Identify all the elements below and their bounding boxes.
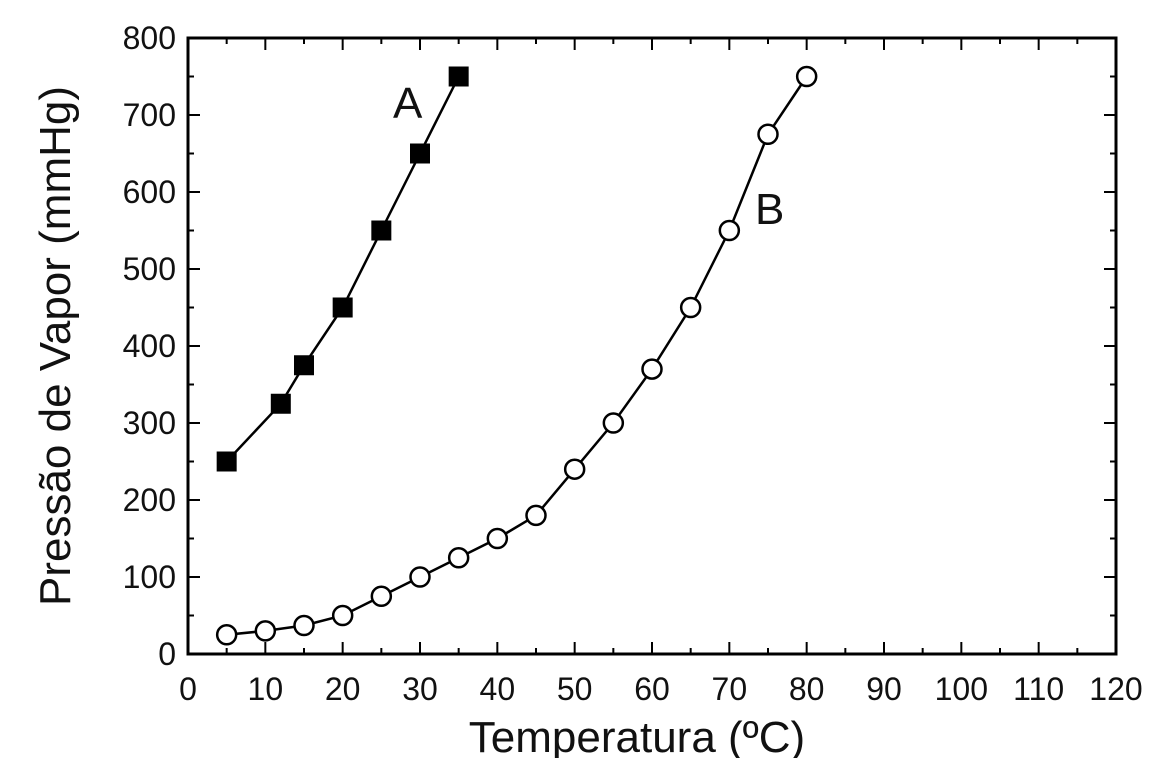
x-tick-label: 10 (248, 671, 284, 707)
x-tick-label: 80 (789, 671, 825, 707)
data-point-b (331, 604, 354, 627)
x-tick-label: 60 (634, 671, 670, 707)
series-label-a: A (393, 79, 423, 128)
y-tick-label: 800 (123, 20, 176, 56)
plot-frame (186, 36, 1118, 656)
y-tick-labels: 0 100 200 300 400 500 600 700 800 (123, 20, 176, 672)
data-point-a (294, 355, 314, 376)
data-point-b (641, 358, 663, 380)
data-point-b (254, 620, 277, 642)
data-point-b (563, 458, 586, 480)
y-axis-title: Pressão de Vapor (mmHg) (31, 86, 80, 606)
data-point-a (448, 66, 469, 87)
x-tick-label: 110 (1013, 671, 1064, 707)
y-tick-label: 700 (123, 97, 176, 133)
series-label-b: B (755, 185, 784, 234)
data-point-b (757, 123, 779, 145)
data-point-b (293, 614, 315, 637)
series-points (215, 65, 818, 646)
data-point-b (525, 504, 547, 527)
x-tick-label: 0 (179, 671, 197, 707)
data-point-a (371, 220, 392, 241)
x-tick-label: 90 (866, 671, 902, 707)
data-point-a (270, 393, 291, 414)
series-line-a (225, 75, 460, 463)
y-tick-label: 100 (123, 559, 176, 595)
x-axis-title: Temperatura (ºC) (469, 713, 805, 758)
data-point-b (718, 219, 741, 242)
data-point-b (215, 624, 238, 646)
y-tick-label: 200 (123, 482, 176, 518)
series-line-b (226, 75, 808, 637)
y-tick-label: 300 (123, 405, 176, 441)
data-point-b (447, 547, 470, 569)
y-tick-label: 400 (123, 328, 176, 364)
y-tick-label: 500 (123, 251, 176, 287)
x-tick-label: 120 (1089, 671, 1142, 707)
data-point-b (602, 412, 625, 434)
y-tick-label: 0 (158, 636, 176, 672)
x-tick-label: 30 (402, 671, 438, 707)
data-point-b (486, 527, 509, 550)
data-point-a (410, 143, 430, 164)
x-tick-label: 70 (712, 671, 748, 707)
x-tick-labels: 0 10 20 30 40 50 60 70 80 90 100 110 120 (179, 671, 1143, 707)
x-tick-label: 40 (480, 671, 516, 707)
data-point-b (370, 585, 393, 607)
data-point-a (216, 451, 237, 472)
data-point-a (332, 297, 353, 318)
x-tick-label: 50 (557, 671, 593, 707)
axis-ticks (187, 37, 1117, 655)
data-point-b (679, 296, 702, 319)
data-point-b (795, 65, 818, 88)
x-tick-label: 20 (325, 671, 361, 707)
data-point-b (409, 566, 431, 588)
y-tick-label: 600 (123, 174, 176, 210)
x-tick-label: 100 (935, 671, 988, 707)
